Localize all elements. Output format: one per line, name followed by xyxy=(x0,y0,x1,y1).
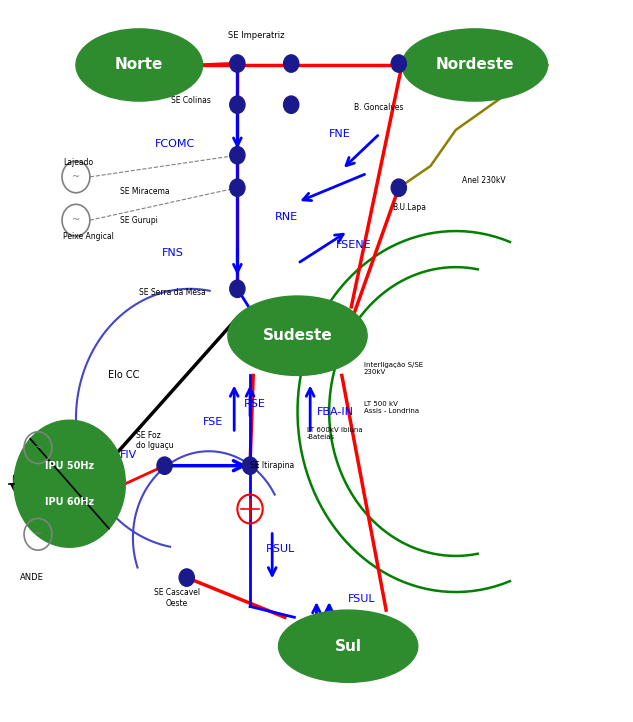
Text: SE Itirapina: SE Itirapina xyxy=(250,461,294,470)
Circle shape xyxy=(284,96,299,113)
Text: FSE: FSE xyxy=(203,417,223,427)
Text: LT 500 kV
Assis - Londrina: LT 500 kV Assis - Londrina xyxy=(364,401,419,414)
Text: B.U.Lapa: B.U.Lapa xyxy=(392,204,427,212)
Text: RNE: RNE xyxy=(275,212,299,222)
Ellipse shape xyxy=(402,29,548,101)
Text: ~: ~ xyxy=(72,215,80,225)
Text: ~: ~ xyxy=(72,172,80,182)
Text: Interligação S/SE
230kV: Interligação S/SE 230kV xyxy=(364,362,423,375)
Text: RSE: RSE xyxy=(244,399,266,409)
Text: Peixe Angical: Peixe Angical xyxy=(63,232,114,241)
Ellipse shape xyxy=(76,29,203,101)
Circle shape xyxy=(230,280,245,297)
Text: Elo CC: Elo CC xyxy=(108,370,139,380)
Text: B. Goncalves: B. Goncalves xyxy=(354,103,404,112)
Circle shape xyxy=(14,420,125,547)
Text: IPU 60Hz: IPU 60Hz xyxy=(45,497,94,507)
Text: SE Serra da Mesa: SE Serra da Mesa xyxy=(139,288,206,297)
Text: SE Foz
do Iguaçu: SE Foz do Iguaçu xyxy=(136,431,173,450)
Text: Sudeste: Sudeste xyxy=(263,329,332,343)
Text: SE Miracema: SE Miracema xyxy=(120,187,170,196)
Ellipse shape xyxy=(228,296,367,375)
Text: Sul: Sul xyxy=(335,639,361,653)
Text: FNE: FNE xyxy=(329,129,351,139)
Circle shape xyxy=(391,55,406,72)
Text: SE Cascavel
Oeste: SE Cascavel Oeste xyxy=(154,588,200,608)
Text: FSUL: FSUL xyxy=(348,594,376,604)
Text: SE Colinas: SE Colinas xyxy=(171,96,211,105)
Circle shape xyxy=(230,55,245,72)
Circle shape xyxy=(230,179,245,196)
Text: LT 600kV Ibiúna
-Bateias: LT 600kV Ibiúna -Bateias xyxy=(307,427,363,440)
Text: ~: ~ xyxy=(34,529,42,539)
Text: ~: ~ xyxy=(34,443,42,453)
Text: SE Gurupi: SE Gurupi xyxy=(120,216,158,225)
Text: FCOMC: FCOMC xyxy=(155,139,196,149)
Text: FIV: FIV xyxy=(120,450,137,460)
Circle shape xyxy=(157,457,172,474)
Text: Nordeste: Nordeste xyxy=(436,58,514,72)
Circle shape xyxy=(179,569,194,586)
Text: RSUL: RSUL xyxy=(266,544,295,554)
Circle shape xyxy=(284,55,299,72)
Ellipse shape xyxy=(279,610,418,682)
Text: FNS: FNS xyxy=(161,248,184,258)
Circle shape xyxy=(391,179,406,196)
Text: ANDE: ANDE xyxy=(20,573,44,582)
Text: FSENE: FSENE xyxy=(335,240,371,251)
Circle shape xyxy=(230,96,245,113)
Text: Anel 230kV: Anel 230kV xyxy=(462,176,506,185)
Circle shape xyxy=(242,457,258,474)
Text: Norte: Norte xyxy=(115,58,163,72)
Text: FBA-IN: FBA-IN xyxy=(316,406,353,417)
Text: SE Imperatriz: SE Imperatriz xyxy=(228,31,284,40)
Circle shape xyxy=(230,147,245,164)
Text: Lajeado: Lajeado xyxy=(63,158,94,167)
Text: IPU 50Hz: IPU 50Hz xyxy=(45,461,94,471)
